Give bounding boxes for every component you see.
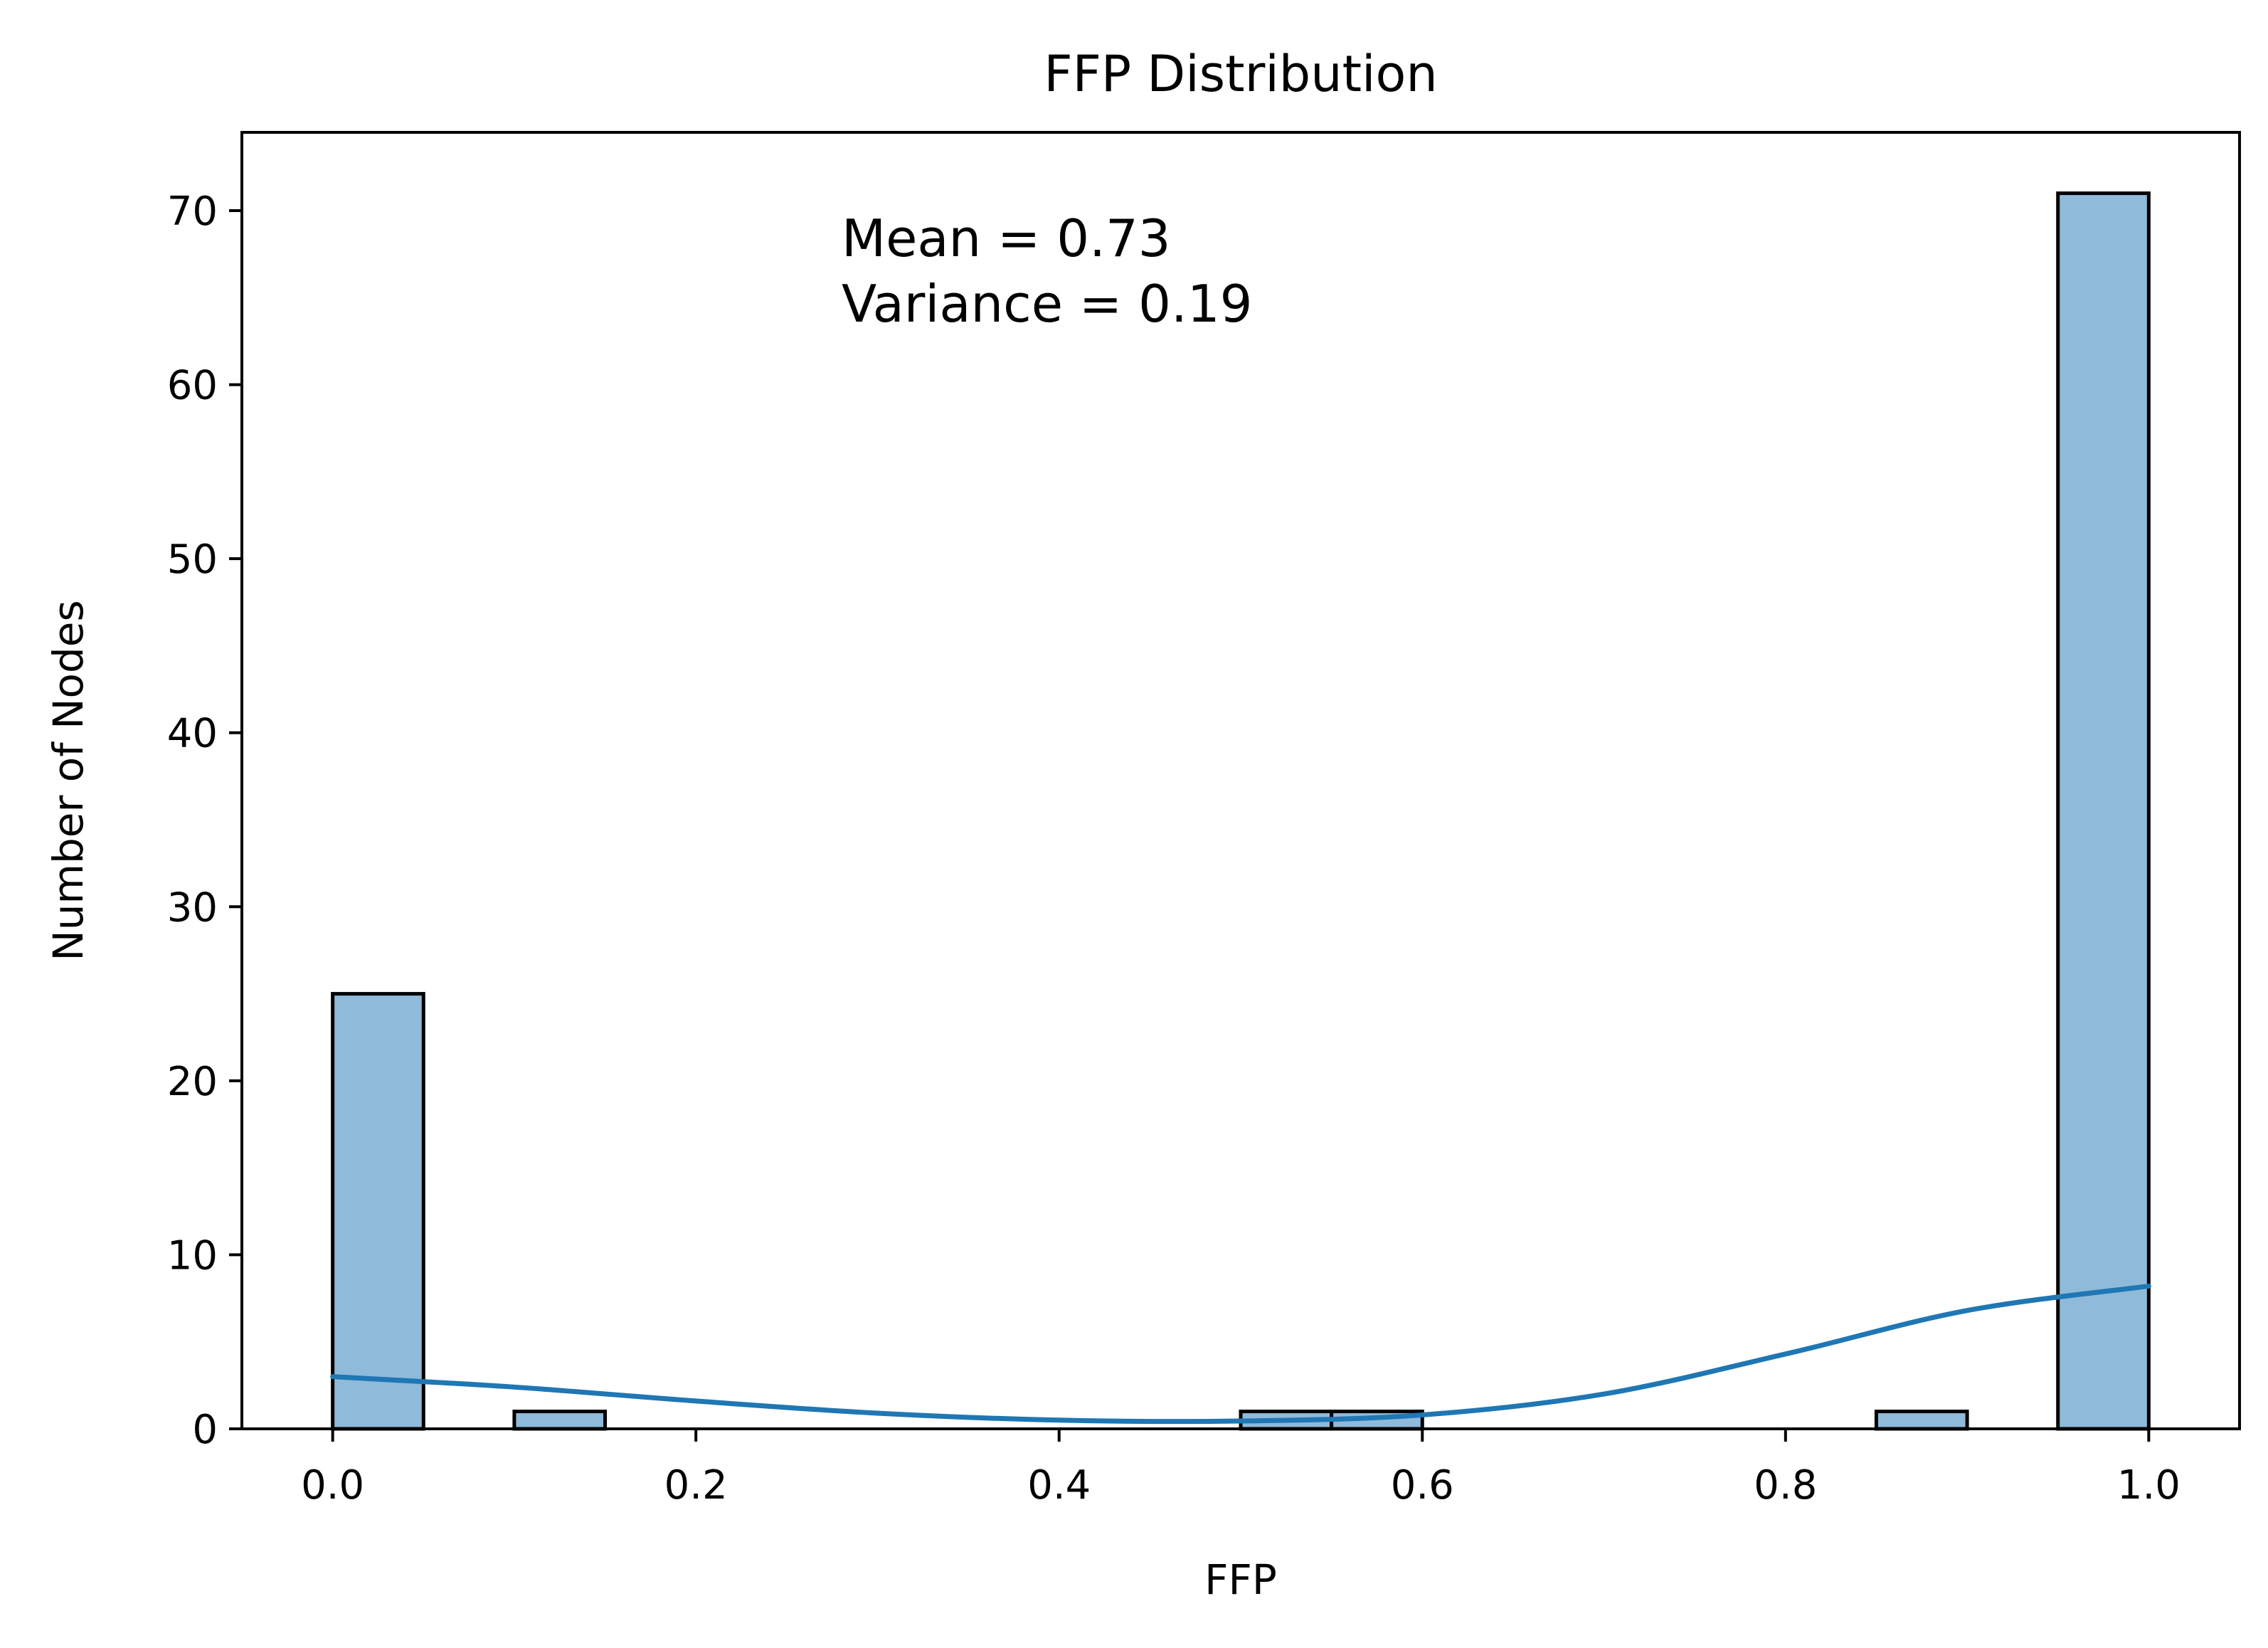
y-tick-label-6: 60 [167,363,218,409]
stats-annotation: Mean = 0.73 Variance = 0.19 [842,208,1252,334]
x-tick-label-1: 0.2 [664,1462,728,1509]
y-tick-label-1: 10 [167,1232,218,1279]
y-axis-ticks: 0 10 20 30 40 50 60 70 [167,189,242,1453]
y-tick-label-3: 30 [167,884,218,931]
y-tick-label-5: 50 [167,537,218,583]
x-axis-label: FFP [1204,1555,1277,1604]
plot-frame [240,131,2241,1430]
x-tick-label-3: 0.6 [1391,1462,1454,1509]
y-tick-label-2: 20 [167,1059,218,1105]
y-axis-label: Number of Nodes [44,600,92,961]
histogram-bar-0 [331,992,425,1431]
x-tick-label-2: 0.4 [1027,1462,1091,1509]
x-tick-label-5: 1.0 [2117,1462,2180,1509]
bars-layer [331,191,2151,1431]
x-axis-ticks: 0.0 0.2 0.4 0.6 0.8 1.0 [301,1429,2180,1509]
histogram-bar-2 [512,1410,608,1431]
y-tick-label-0: 0 [192,1407,218,1453]
histogram-bar-17 [1874,1410,1969,1431]
chart-title: FFP Distribution [1044,45,1437,103]
kde-curve [330,1283,2151,1425]
y-tick-label-4: 40 [167,711,218,757]
histogram-bar-19 [2056,191,2151,1431]
x-tick-label-0: 0.0 [301,1462,364,1509]
kde-layer [330,1283,2151,1425]
annotation-mean: Mean = 0.73 [842,208,1171,268]
y-tick-label-7: 70 [167,189,218,235]
annotation-variance: Variance = 0.19 [842,274,1252,334]
x-tick-label-4: 0.8 [1754,1462,1817,1509]
